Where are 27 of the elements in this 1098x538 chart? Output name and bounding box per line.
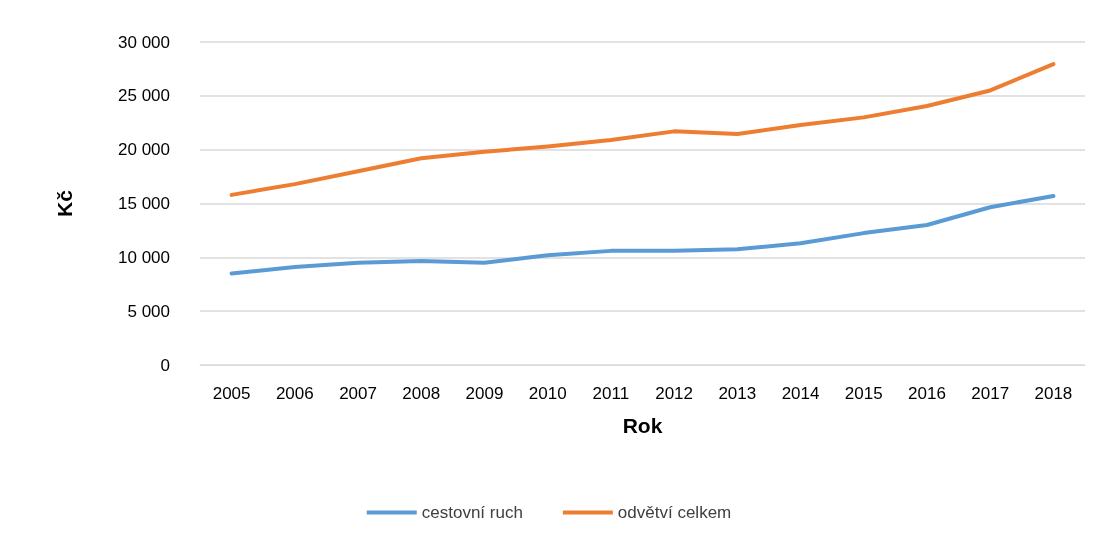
y-tick-label: 15 000 (118, 194, 170, 213)
x-tick-label: 2016 (908, 384, 946, 403)
x-tick-label: 2011 (592, 384, 630, 403)
y-tick-label: 0 (160, 355, 170, 375)
line-series (229, 193, 1056, 276)
y-tick-label: 30 000 (118, 32, 170, 52)
x-tick-label: 2015 (844, 384, 883, 403)
x-tick-label: 2013 (718, 384, 757, 403)
x-tick-label: 2014 (781, 384, 820, 403)
legend-label: odvětví celkem (617, 503, 732, 522)
line-series (229, 62, 1056, 197)
x-tick-label: 2017 (971, 384, 1010, 403)
x-tick-label: 2007 (339, 384, 377, 403)
x-tick-label: 2018 (1034, 384, 1073, 403)
y-tick-label: 5 000 (127, 301, 170, 321)
x-axis-title: Rok (622, 414, 663, 437)
x-tick-label: 2006 (275, 384, 314, 403)
x-tick-label: 2005 (212, 384, 251, 403)
y-tick-label: 10 000 (118, 247, 170, 267)
x-tick-label: 2008 (402, 384, 441, 403)
x-tick-label: 2009 (465, 384, 504, 403)
y-tick-label: 25 000 (118, 86, 170, 106)
x-tick-label: 2010 (528, 384, 567, 403)
x-tick-label: 2012 (655, 384, 694, 403)
y-axis-title: Kč (53, 189, 76, 217)
y-tick-label: 20 000 (118, 140, 170, 160)
legend-label: cestovní ruch (421, 503, 523, 522)
